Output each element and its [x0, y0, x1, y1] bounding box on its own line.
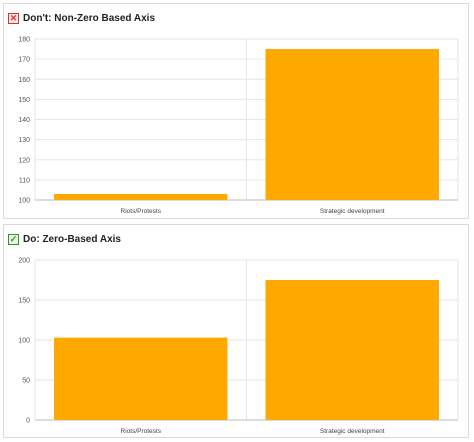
x-tick-label: Strategic development	[320, 208, 385, 215]
panel-title: Don't: Non-Zero Based Axis	[23, 12, 156, 24]
x-tick-label: Riots/Protests	[121, 428, 162, 435]
bar	[265, 280, 439, 420]
y-tick-label: 100	[18, 198, 30, 205]
y-tick-label: 140	[18, 117, 30, 124]
y-tick-label: 100	[18, 338, 30, 345]
y-tick-label: 50	[22, 378, 30, 385]
y-tick-label: 160	[18, 77, 30, 84]
y-tick-label: 120	[18, 157, 30, 164]
y-tick-label: 0	[26, 418, 30, 425]
chart-panel-zero: ✓ Do: Zero-Based Axis 0 50 100 150 200 Riots/…	[3, 224, 469, 438]
y-tick-label: 130	[18, 137, 30, 144]
check-box-icon: ✓	[8, 233, 19, 245]
panel-title: Do: Zero-Based Axis	[23, 233, 121, 245]
bar	[54, 193, 228, 200]
y-tick-label: 180	[18, 37, 30, 44]
x-tick-label: Strategic development	[320, 428, 385, 435]
panel-header: ✓ Do: Zero-Based Axis	[8, 231, 121, 247]
y-tick-label: 150	[18, 97, 30, 104]
bar-chart-zero: 0 50 100 150 200 Riots/Protests Strategic deve…	[18, 258, 459, 435]
x-box-icon: ✕	[8, 12, 19, 24]
y-tick-label: 200	[18, 258, 30, 265]
panel-header: ✕ Don't: Non-Zero Based Axis	[8, 10, 155, 26]
chart-panel-nonzero: ✕ Don't: Non-Zero Based Axis 100 110 120 13…	[3, 3, 469, 219]
x-tick-label: Riots/Protests	[121, 208, 162, 215]
y-tick-label: 170	[18, 57, 30, 64]
y-tick-label: 150	[18, 298, 30, 305]
y-tick-label: 110	[19, 177, 30, 184]
bar	[54, 337, 228, 420]
bar-chart-nonzero: 100 110 120 130 140 150 160 170 180 Riots/Protest…	[18, 37, 459, 215]
bar	[265, 49, 439, 200]
